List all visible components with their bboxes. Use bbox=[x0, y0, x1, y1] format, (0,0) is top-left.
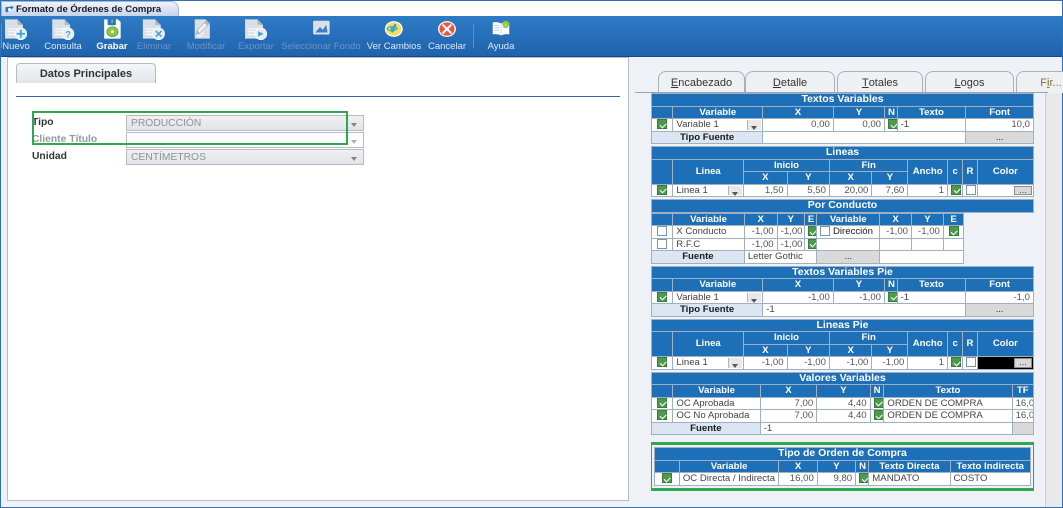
svg-text:i: i bbox=[505, 22, 506, 28]
svg-text:?: ? bbox=[65, 29, 70, 39]
